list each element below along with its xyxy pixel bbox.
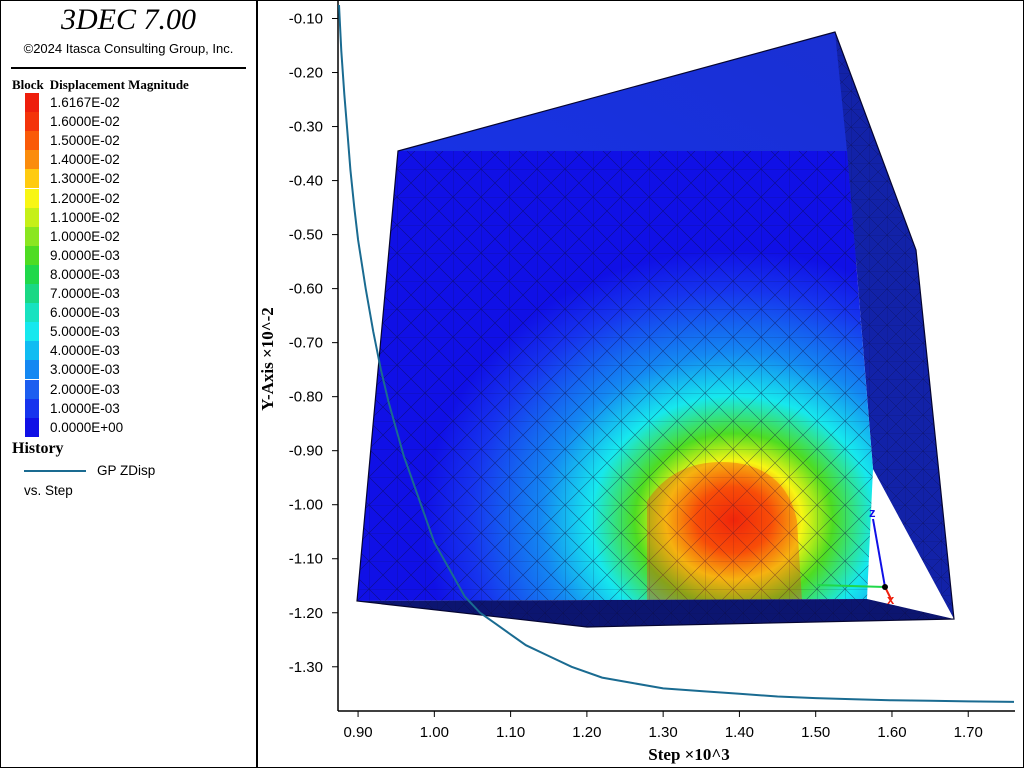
legend-label: 1.0000E-02 — [50, 228, 120, 244]
x-tick-label: 1.60 — [877, 724, 906, 741]
legend-swatch — [25, 379, 39, 399]
history-line-sample — [24, 470, 86, 472]
y-axis-ticks: -0.10 -0.20 -0.30 -0.40 -0.50 -0.60 -0.70 -0.80… — [289, 11, 338, 676]
x-axis-ticks: 0.90 1.00 1.10 1.20 1.30 1.40 1.50 1.60 1.70 — [343, 711, 983, 741]
legend-label: 2.0000E-03 — [50, 381, 120, 397]
x-tick-label: 1.20 — [572, 724, 601, 741]
legend-swatch — [25, 303, 39, 323]
triad-x-label: x — [887, 592, 895, 607]
x-tick-label: 1.10 — [496, 724, 525, 741]
block-model-render: z x — [356, 31, 955, 628]
y-tick-label: -1.30 — [289, 659, 323, 676]
x-tick-label: 1.30 — [649, 724, 678, 741]
plot-area[interactable]: z x -0.10-0.20-0.30-0.40-0.50-0.60-0.70-… — [257, 1, 1022, 767]
y-tick-label: -0.80 — [289, 389, 323, 406]
legend-label: 1.6167E-02 — [50, 95, 120, 110]
y-tick-label: -0.10 — [289, 11, 323, 28]
legend-swatch — [25, 360, 39, 380]
legend-label: 1.3000E-02 — [50, 171, 120, 187]
copyright-text: ©2024 Itasca Consulting Group, Inc. — [23, 41, 234, 56]
y-tick-label: -0.70 — [289, 335, 323, 352]
y-tick-label: -0.90 — [289, 443, 323, 460]
legend-heading: Block Displacement Magnitude — [12, 77, 195, 93]
legend-label: 4.0000E-03 — [50, 343, 120, 359]
legend-label: 1.2000E-02 — [50, 190, 120, 206]
x-tick-label: 1.00 — [420, 724, 449, 741]
legend-swatch — [25, 93, 39, 112]
legend-swatch — [25, 188, 39, 208]
axis-triad: z x — [816, 505, 895, 607]
legend-swatch — [25, 341, 39, 361]
triad-z-label: z — [869, 505, 876, 520]
legend-swatch — [25, 245, 39, 265]
legend-heading-left: Block — [12, 77, 44, 92]
excavation-hotspot — [647, 462, 802, 601]
legend-swatch — [25, 398, 39, 418]
x-tick-label: 1.50 — [801, 724, 830, 741]
y-tick-label: -1.00 — [289, 497, 323, 514]
block-front-mesh — [357, 151, 873, 601]
block-right-face-mesh — [835, 32, 954, 619]
legend-label: 1.0000E-03 — [50, 400, 120, 416]
legend-swatch — [25, 417, 39, 437]
legend-label: 9.0000E-03 — [50, 247, 120, 263]
legend-swatch — [25, 226, 39, 246]
x-tick-label: 0.90 — [343, 724, 372, 741]
legend-swatch — [25, 150, 39, 170]
history-title: History — [12, 440, 64, 457]
y-tick-label: -0.50 — [289, 227, 323, 244]
x-tick-label: 1.70 — [954, 724, 983, 741]
legend-swatch — [25, 264, 39, 284]
x-tick-label: 1.40 — [725, 724, 754, 741]
x-axis-title: Step ×10^3 — [648, 745, 729, 764]
y-tick-label: -1.20 — [289, 605, 323, 622]
y-tick-label: -0.20 — [289, 65, 323, 82]
legend-divider — [11, 67, 246, 69]
history-curve — [338, 4, 1015, 703]
legend-swatch — [25, 322, 39, 342]
legend-label: 7.0000E-03 — [50, 286, 120, 301]
legend-swatch — [25, 207, 39, 227]
y-tick-label: -0.40 — [289, 173, 323, 190]
history-series-label: GP ZDisp — [97, 463, 156, 478]
y-tick-label: -1.10 — [289, 551, 323, 568]
legend-label: 3.0000E-03 — [50, 362, 120, 378]
y-axis-title: Y-Axis ×10^-2 — [258, 307, 277, 410]
legend-label: 1.5000E-02 — [50, 133, 120, 149]
y-tick-label: -0.60 — [289, 281, 323, 298]
legend-swatch — [25, 131, 39, 151]
legend-swatch — [25, 112, 39, 132]
legend-panel: 3DEC 7.00 ©2024 Itasca Consulting Group,… — [1, 1, 258, 767]
app-title: 3DEC 7.00 — [61, 3, 196, 36]
history-versus-label: vs. Step — [24, 483, 73, 498]
legend-swatch — [25, 169, 39, 189]
legend-label: 1.4000E-02 — [50, 152, 120, 168]
block-bottom-mesh — [357, 599, 954, 627]
legend-label: 0.0000E+00 — [50, 419, 124, 435]
legend-label: 1.6000E-02 — [50, 114, 120, 130]
legend-heading-right: Displacement Magnitude — [49, 77, 189, 92]
legend-label: 6.0000E-03 — [50, 305, 120, 321]
legend-swatch — [25, 284, 39, 303]
legend-label: 8.0000E-03 — [50, 266, 120, 282]
legend-label: 1.1000E-02 — [50, 209, 120, 225]
legend-label: 5.0000E-03 — [50, 324, 120, 340]
y-tick-label: -0.30 — [289, 119, 323, 136]
